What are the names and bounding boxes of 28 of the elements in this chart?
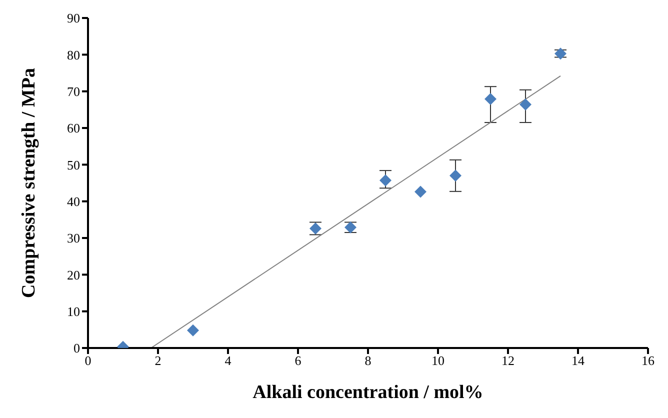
y-tick-label: 10	[67, 304, 80, 319]
x-tick-label: 14	[572, 353, 585, 368]
y-tick-label: 90	[67, 10, 80, 26]
x-axis-title: Alkali concentration / mol%	[252, 382, 484, 403]
x-tick-label: 12	[502, 353, 514, 368]
x-tick-label: 8	[364, 353, 372, 368]
point	[380, 174, 392, 186]
y-tick-label: 40	[67, 194, 80, 209]
y-axis-title: Compressive strength / MPa	[18, 68, 40, 298]
x-tick-label: 16	[642, 353, 655, 368]
y-tick-label: 60	[67, 120, 80, 136]
x-tick-label: 4	[224, 353, 232, 368]
y-tick-label: 20	[67, 267, 80, 282]
y-tick-label: 80	[67, 47, 80, 62]
point	[187, 324, 199, 336]
y-tick-label: 70	[67, 84, 80, 99]
point	[554, 48, 566, 60]
y-tick-label: 50	[67, 157, 80, 172]
y-tick-label: 30	[67, 230, 80, 246]
y-tick-label: 0	[74, 340, 80, 356]
x-tick-label: 2	[154, 353, 162, 368]
point	[450, 170, 462, 182]
point	[414, 186, 426, 198]
point	[520, 98, 532, 111]
x-tick-label: 6	[294, 353, 302, 368]
x-tick-label: 10	[432, 353, 444, 368]
point	[484, 93, 496, 106]
x-tick-label: 0	[84, 353, 92, 368]
